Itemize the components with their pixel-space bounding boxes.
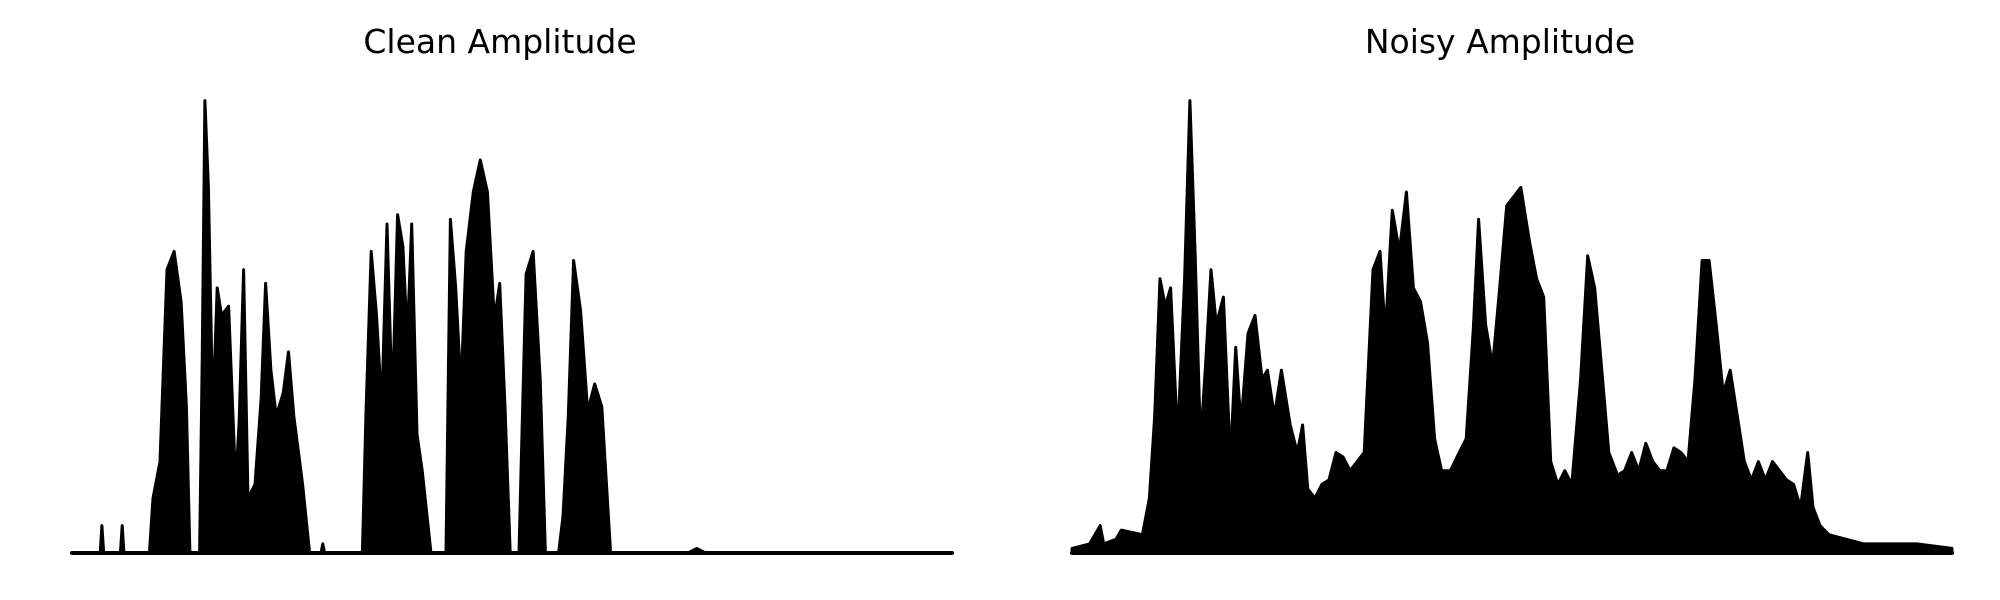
amplitude-area (1072, 101, 1952, 553)
clean-amplitude-panel: Clean Amplitude (0, 0, 1000, 600)
clean-amplitude-plot (0, 0, 1000, 600)
amplitude-area (72, 101, 952, 553)
noisy-amplitude-panel: Noisy Amplitude (1000, 0, 2000, 600)
noisy-amplitude-plot (1000, 0, 2000, 600)
